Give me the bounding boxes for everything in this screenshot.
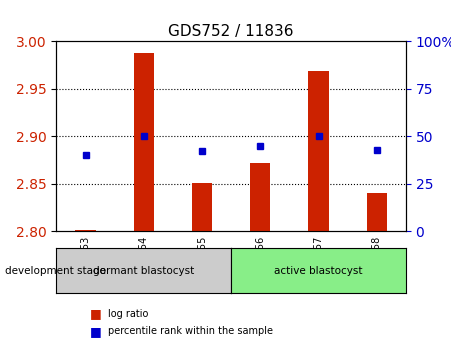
Bar (75, 230, 96, 231)
Bar (308, 71, 329, 231)
Text: ■: ■ (90, 307, 102, 321)
Text: development stage: development stage (5, 266, 106, 276)
Bar (250, 163, 271, 231)
Text: dormant blastocyst: dormant blastocyst (93, 266, 194, 276)
Bar (133, 53, 154, 231)
Text: percentile rank within the sample: percentile rank within the sample (108, 326, 273, 336)
Bar (367, 193, 387, 231)
Text: active blastocyst: active blastocyst (274, 266, 363, 276)
Text: log ratio: log ratio (108, 309, 149, 319)
Text: ■: ■ (90, 325, 102, 338)
Bar (192, 183, 212, 231)
Title: GDS752 / 11836: GDS752 / 11836 (168, 24, 294, 39)
